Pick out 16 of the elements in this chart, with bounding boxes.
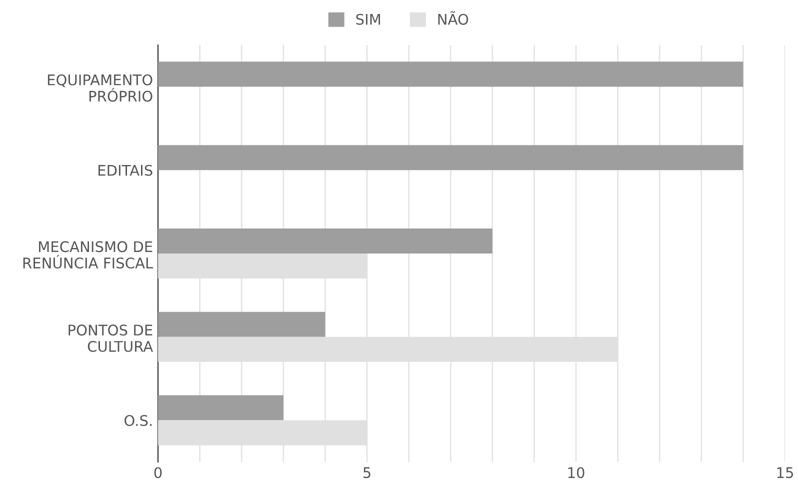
x-tick-label: 15 [777, 467, 794, 478]
y-tick-label: O.S. [124, 415, 152, 426]
bar [158, 312, 326, 337]
bar [158, 395, 284, 420]
legend-label: NÃO [438, 11, 468, 25]
bar [158, 228, 492, 254]
bar [158, 62, 744, 87]
y-tick-label: PONTOS DE CULTURA [68, 324, 154, 352]
x-tick-label: 0 [154, 467, 162, 478]
y-tick-label: EQUIPAMENTO PRÓPRIO [48, 74, 152, 102]
x-tick-label: 5 [363, 467, 370, 478]
x-tick-label: 10 [568, 467, 584, 478]
bar [158, 145, 744, 170]
y-tick-label: MECANISMO DE RENÚNCIA FISCAL [23, 241, 154, 269]
legend-label: SIM [356, 14, 380, 25]
y-tick-label: EDITAIS [98, 164, 152, 176]
